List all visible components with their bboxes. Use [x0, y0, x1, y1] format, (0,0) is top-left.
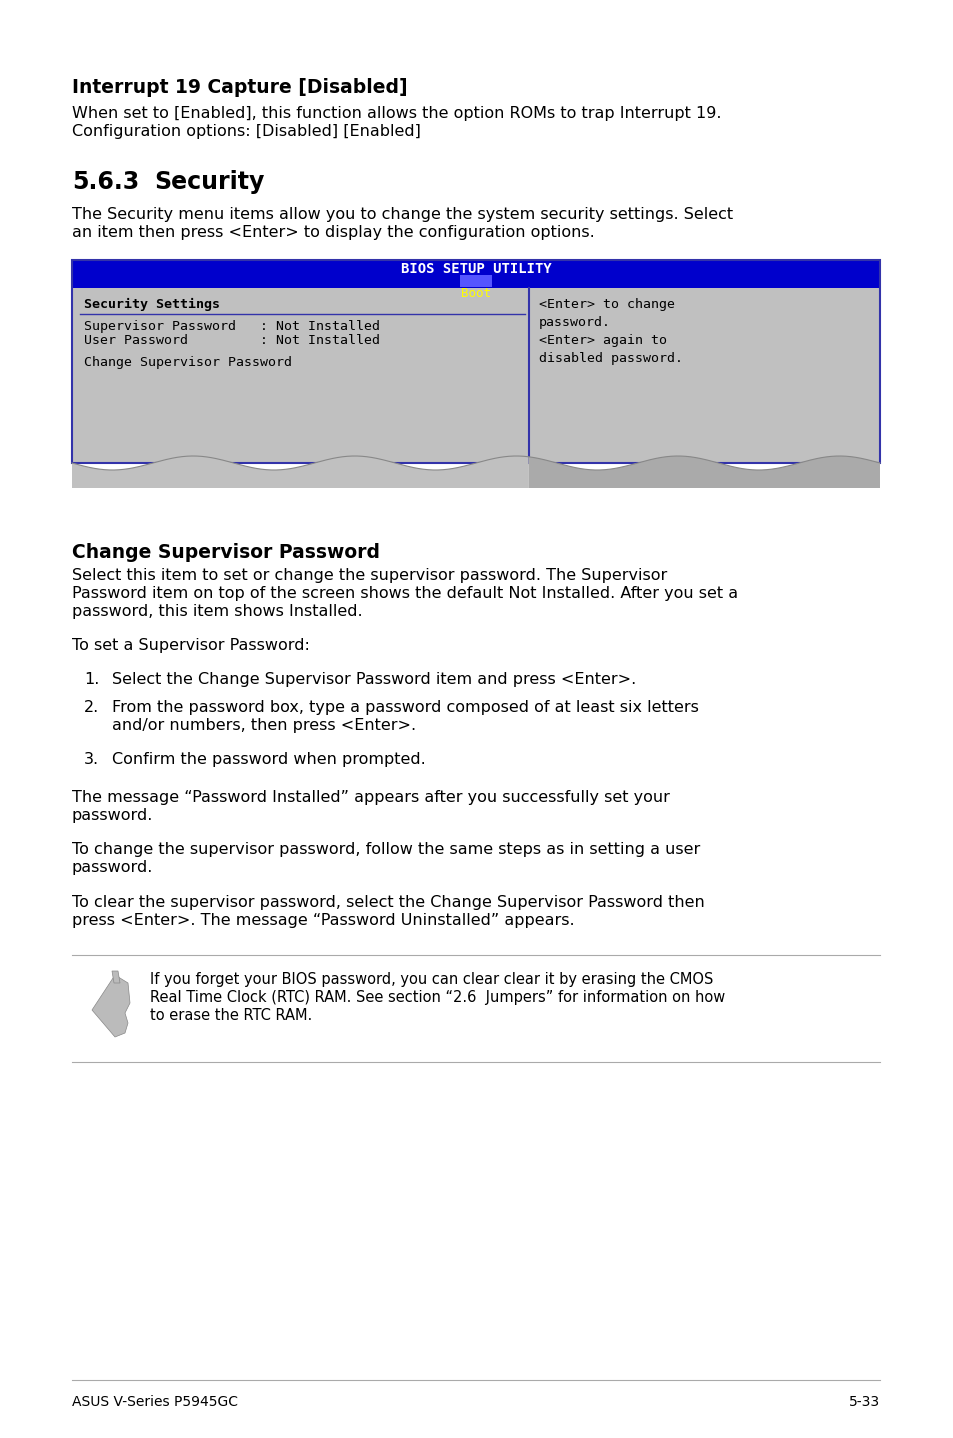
Text: When set to [Enabled], this function allows the option ROMs to trap Interrupt 19: When set to [Enabled], this function all…	[71, 106, 720, 121]
Text: 3.: 3.	[84, 752, 99, 766]
Text: Select the Change Supervisor Password item and press <Enter>.: Select the Change Supervisor Password it…	[112, 672, 636, 687]
Text: If you forget your BIOS password, you can clear clear it by erasing the CMOS: If you forget your BIOS password, you ca…	[150, 972, 713, 986]
Text: 5-33: 5-33	[848, 1395, 879, 1409]
Bar	[71, 260, 879, 463]
Bar	[71, 288, 879, 463]
Text: Real Time Clock (RTC) RAM. See section “2.6  Jumpers” for information on how: Real Time Clock (RTC) RAM. See section “…	[150, 989, 724, 1005]
Text: Configuration options: [Disabled] [Enabled]: Configuration options: [Disabled] [Enabl…	[71, 124, 420, 139]
Text: The Security menu items allow you to change the system security settings. Select: The Security menu items allow you to cha…	[71, 207, 732, 221]
Text: BIOS SETUP UTILITY: BIOS SETUP UTILITY	[400, 262, 551, 276]
Text: <Enter> to change
password.
<Enter> again to
disabled password.: <Enter> to change password. <Enter> agai…	[537, 298, 681, 365]
Text: The message “Password Installed” appears after you successfully set your: The message “Password Installed” appears…	[71, 789, 669, 805]
Text: To set a Supervisor Password:: To set a Supervisor Password:	[71, 638, 310, 653]
Text: Password item on top of the screen shows the default Not Installed. After you se: Password item on top of the screen shows…	[71, 587, 738, 601]
Text: password.: password.	[71, 808, 153, 823]
Text: Interrupt 19 Capture [Disabled]: Interrupt 19 Capture [Disabled]	[71, 78, 407, 96]
Text: password.: password.	[71, 860, 153, 874]
Text: To change the supervisor password, follow the same steps as in setting a user: To change the supervisor password, follo…	[71, 843, 700, 857]
Text: From the password box, type a password composed of at least six letters: From the password box, type a password c…	[112, 700, 699, 715]
Text: Confirm the password when prompted.: Confirm the password when prompted.	[112, 752, 425, 766]
Text: 5.6.3: 5.6.3	[71, 170, 139, 194]
Text: Supervisor Password   : Not Installed: Supervisor Password : Not Installed	[84, 321, 379, 334]
Text: User Password         : Not Installed: User Password : Not Installed	[84, 334, 379, 347]
Text: and/or numbers, then press <Enter>.: and/or numbers, then press <Enter>.	[112, 718, 416, 733]
Text: to erase the RTC RAM.: to erase the RTC RAM.	[150, 1008, 312, 1022]
Text: Select this item to set or change the supervisor password. The Supervisor: Select this item to set or change the su…	[71, 568, 666, 582]
Bar	[71, 260, 879, 288]
Polygon shape	[91, 975, 130, 1037]
Text: Security Settings: Security Settings	[84, 298, 220, 311]
Polygon shape	[112, 971, 120, 984]
Text: 1.: 1.	[84, 672, 99, 687]
Text: To clear the supervisor password, select the Change Supervisor Password then: To clear the supervisor password, select…	[71, 894, 704, 910]
Text: password, this item shows Installed.: password, this item shows Installed.	[71, 604, 362, 618]
Bar	[459, 275, 492, 288]
Text: Security: Security	[153, 170, 264, 194]
Text: Change Supervisor Password: Change Supervisor Password	[84, 357, 292, 370]
Text: ASUS V-Series P5945GC: ASUS V-Series P5945GC	[71, 1395, 237, 1409]
Polygon shape	[71, 456, 528, 487]
Polygon shape	[528, 456, 879, 487]
Text: 2.: 2.	[84, 700, 99, 715]
Text: Change Supervisor Password: Change Supervisor Password	[71, 544, 379, 562]
Text: press <Enter>. The message “Password Uninstalled” appears.: press <Enter>. The message “Password Uni…	[71, 913, 574, 928]
Text: an item then press <Enter> to display the configuration options.: an item then press <Enter> to display th…	[71, 224, 594, 240]
Text: Boot: Boot	[460, 288, 491, 301]
